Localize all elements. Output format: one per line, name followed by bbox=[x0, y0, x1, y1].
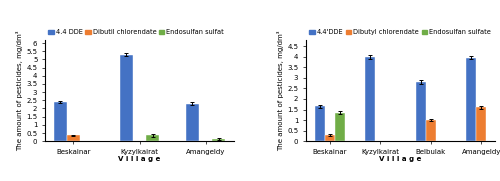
Bar bbox=[120, 54, 133, 141]
Bar bbox=[54, 102, 67, 141]
Legend: 4.4'DDE, Dibutyl chlorendate, Endosulfan sulfate: 4.4'DDE, Dibutyl chlorendate, Endosulfan… bbox=[310, 30, 491, 35]
Bar bbox=[67, 135, 80, 141]
Legend: 4.4 DDE, Dibutil chlorendate, Endosulfan sulfat: 4.4 DDE, Dibutil chlorendate, Endosulfan… bbox=[48, 30, 224, 35]
Bar bbox=[466, 58, 476, 141]
Bar bbox=[146, 135, 160, 141]
Bar bbox=[365, 57, 375, 141]
Bar bbox=[416, 82, 426, 141]
Bar bbox=[334, 113, 345, 141]
Y-axis label: The amount of pesticides, mg/dm³: The amount of pesticides, mg/dm³ bbox=[278, 30, 284, 151]
X-axis label: V i l l a g e: V i l l a g e bbox=[380, 156, 422, 162]
Bar bbox=[324, 135, 334, 141]
Bar bbox=[314, 106, 324, 141]
Bar bbox=[426, 120, 436, 141]
X-axis label: V i l l a g e: V i l l a g e bbox=[118, 156, 160, 162]
Bar bbox=[186, 104, 199, 141]
Bar bbox=[212, 139, 226, 141]
Y-axis label: The amount of pesticides, mg/dm³: The amount of pesticides, mg/dm³ bbox=[16, 30, 24, 151]
Bar bbox=[476, 107, 486, 141]
